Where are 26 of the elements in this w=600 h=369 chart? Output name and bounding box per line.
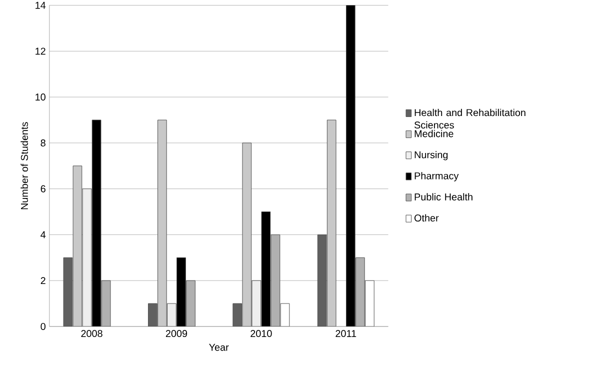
legend-label: Medicine — [414, 130, 454, 138]
x-tick-label: 2008 — [81, 330, 102, 338]
bar — [72, 166, 82, 327]
x-tick-label: 2011 — [336, 330, 356, 338]
legend-label: Public Health — [414, 193, 472, 201]
x-tick-label: 2009 — [166, 330, 188, 338]
bar — [317, 234, 327, 327]
y-tick-label: 10 — [36, 94, 46, 101]
bar — [326, 120, 336, 327]
bar — [158, 120, 167, 327]
y-tick-label: 2 — [40, 277, 46, 284]
legend-label: Health and Rehabilitation Sciences — [414, 108, 526, 129]
y-tick-label: 12 — [36, 48, 46, 55]
x-tick-label: 2010 — [250, 330, 272, 338]
bar — [63, 257, 73, 327]
legend-label: Nursing — [414, 151, 448, 160]
legend-label: Other — [414, 214, 439, 222]
bar — [242, 142, 252, 327]
y-tick-label: 4 — [40, 231, 46, 238]
y-tick-label: 8 — [40, 140, 46, 147]
legend-label: Pharmacy — [414, 172, 459, 182]
y-tick-label: 14 — [36, 2, 46, 9]
y-tick-label: 6 — [40, 185, 46, 192]
y-tick-label: 0 — [40, 323, 46, 330]
y-axis-title: Number of Students — [20, 122, 28, 210]
x-axis-title: Year — [209, 344, 229, 351]
